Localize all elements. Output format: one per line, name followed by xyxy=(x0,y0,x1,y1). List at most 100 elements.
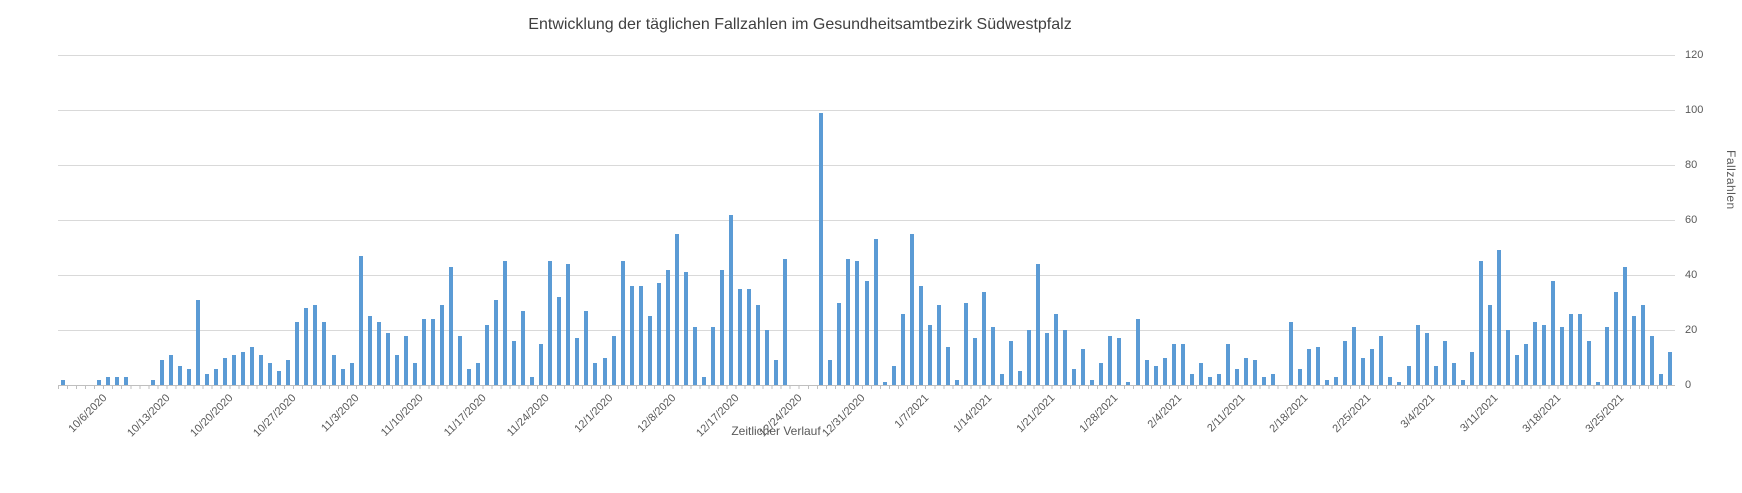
daily-cases-bar xyxy=(1587,341,1592,385)
daily-cases-bar xyxy=(1108,335,1113,385)
daily-cases-bar xyxy=(214,368,219,385)
daily-cases-bar xyxy=(1433,365,1438,385)
daily-cases-bar xyxy=(566,264,571,385)
daily-cases-bar xyxy=(1225,343,1230,385)
x-tick-label: 11/10/2020 xyxy=(378,392,426,439)
daily-cases-bar xyxy=(701,376,706,385)
daily-cases-bar xyxy=(331,354,336,385)
daily-cases-bar xyxy=(521,310,526,385)
daily-cases-bar xyxy=(394,354,399,385)
daily-cases-bar xyxy=(647,316,652,385)
daily-cases-bar xyxy=(1361,357,1366,385)
daily-cases-bar xyxy=(60,379,65,385)
daily-cases-bar xyxy=(1397,382,1402,385)
daily-cases-bar xyxy=(719,269,724,385)
daily-cases-bar xyxy=(891,365,896,385)
gridline xyxy=(58,110,1675,111)
daily-cases-bar xyxy=(1153,365,1158,385)
x-tick-label: 11/3/2020 xyxy=(319,392,363,435)
daily-cases-bar xyxy=(1054,313,1059,385)
x-tick-label: 2/11/2021 xyxy=(1204,392,1248,435)
daily-cases-bar xyxy=(674,233,679,385)
x-tick-label: 2/18/2021 xyxy=(1267,392,1311,436)
daily-cases-bar xyxy=(756,305,761,385)
y-tick-label: 0 xyxy=(1685,379,1692,391)
daily-cases-bar xyxy=(783,258,788,385)
daily-cases-bar xyxy=(105,376,110,385)
daily-cases-bar xyxy=(1252,360,1257,385)
daily-cases-bar xyxy=(1650,335,1655,385)
daily-cases-bar xyxy=(1560,327,1565,385)
daily-cases-bar xyxy=(1451,363,1456,385)
daily-cases-bar xyxy=(1514,354,1519,385)
daily-cases-bar xyxy=(1406,365,1411,385)
x-tick-label: 1/14/2021 xyxy=(951,392,995,436)
daily-cases-bar xyxy=(286,360,291,385)
daily-cases-bar xyxy=(1532,321,1537,385)
daily-cases-bar xyxy=(268,363,273,385)
daily-cases-bar xyxy=(1298,368,1303,385)
daily-cases-bar xyxy=(1605,327,1610,385)
daily-cases-bar xyxy=(918,286,923,385)
daily-cases-bar xyxy=(1379,335,1384,385)
daily-cases-bar xyxy=(593,363,598,385)
daily-cases-bar xyxy=(241,352,246,385)
daily-cases-bar xyxy=(981,291,986,385)
daily-cases-bar xyxy=(503,261,508,385)
daily-cases-bar xyxy=(909,233,914,385)
daily-cases-bar xyxy=(304,308,309,385)
daily-cases-bar xyxy=(864,280,869,385)
daily-cases-bar xyxy=(611,335,616,385)
daily-cases-bar xyxy=(1487,305,1492,385)
daily-cases-bar xyxy=(728,214,733,385)
daily-cases-bar xyxy=(1523,343,1528,385)
x-tick-label: 3/4/2021 xyxy=(1398,392,1438,431)
x-axis-line xyxy=(58,385,1675,386)
daily-cases-bar xyxy=(1460,379,1465,385)
daily-cases-bar xyxy=(692,327,697,385)
daily-cases-bar xyxy=(150,379,155,385)
gridline xyxy=(58,55,1675,56)
daily-cases-bar xyxy=(1009,341,1014,385)
y-tick-label: 40 xyxy=(1685,269,1698,281)
daily-cases-bar xyxy=(1027,330,1032,385)
daily-cases-bar xyxy=(467,368,472,385)
daily-cases-bar xyxy=(602,357,607,385)
x-tick-label: 10/27/2020 xyxy=(251,392,299,440)
daily-cases-bar xyxy=(530,376,535,385)
daily-cases-bar xyxy=(1171,343,1176,385)
daily-cases-bar xyxy=(1189,374,1194,385)
daily-cases-bar xyxy=(439,305,444,385)
x-tick-label: 10/13/2020 xyxy=(124,392,173,440)
daily-cases-bar xyxy=(177,365,182,385)
daily-cases-bar xyxy=(186,368,191,385)
daily-cases-bar xyxy=(1614,291,1619,385)
daily-cases-bar xyxy=(159,360,164,385)
daily-cases-bar xyxy=(963,302,968,385)
y-tick-label: 120 xyxy=(1685,49,1704,61)
daily-cases-bar xyxy=(954,379,959,385)
daily-cases-bar xyxy=(1388,376,1393,385)
daily-cases-bar xyxy=(168,354,173,385)
daily-cases-bar xyxy=(548,261,553,385)
daily-cases-bar xyxy=(376,321,381,385)
daily-cases-bar xyxy=(1505,330,1510,385)
y-tick-label: 100 xyxy=(1685,104,1704,116)
daily-cases-bar xyxy=(1496,250,1501,385)
daily-cases-bar xyxy=(638,286,643,385)
y-tick-label: 20 xyxy=(1685,324,1698,336)
daily-cases-bar xyxy=(421,319,426,385)
daily-cases-bar xyxy=(485,324,490,385)
daily-cases-bar xyxy=(972,338,977,385)
daily-cases-bar xyxy=(683,272,688,385)
daily-cases-bar xyxy=(512,341,517,385)
x-tick-label: 10/20/2020 xyxy=(188,392,236,440)
daily-cases-bar xyxy=(430,319,435,385)
daily-cases-bar xyxy=(232,354,237,385)
daily-cases-bar xyxy=(295,321,300,385)
daily-cases-bar xyxy=(1117,338,1122,385)
x-tick-label: 3/18/2021 xyxy=(1520,392,1564,436)
daily-cases-bar xyxy=(1271,374,1275,385)
daily-cases-bar xyxy=(1478,261,1483,385)
daily-cases-bar xyxy=(1596,382,1601,385)
